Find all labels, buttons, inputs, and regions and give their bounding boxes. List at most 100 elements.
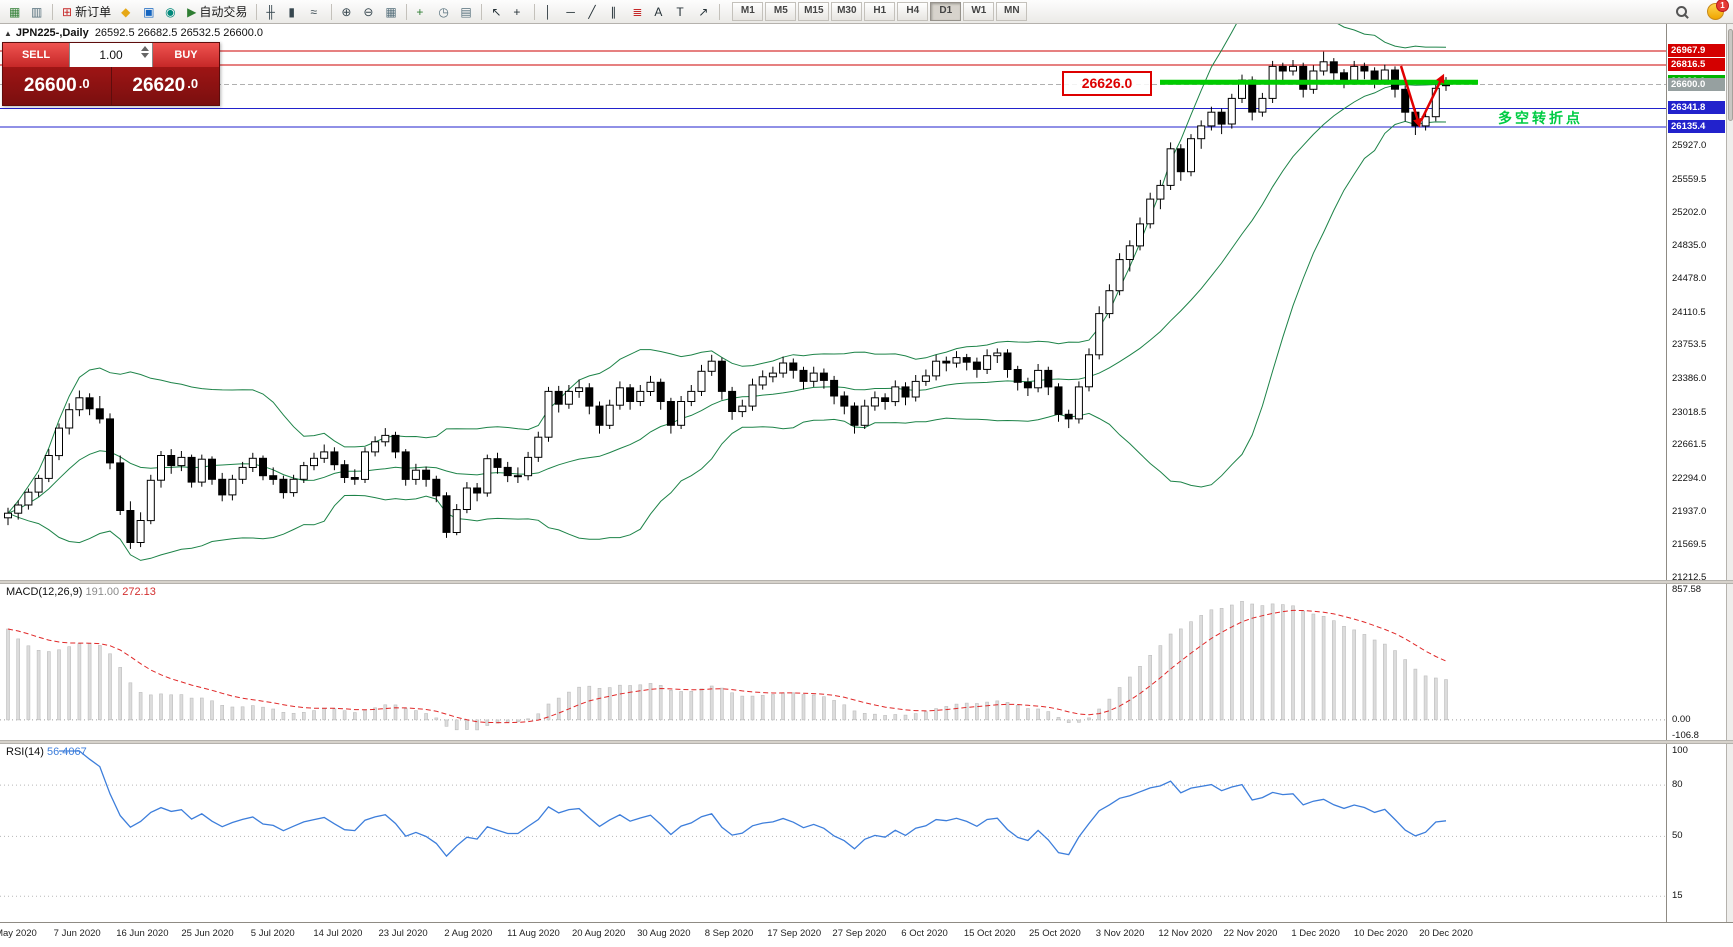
candlestick-mode-icon: ▮ (288, 4, 295, 19)
price-axis-label: 21937.0 (1672, 505, 1707, 517)
line-chart-mode-icon: ≈ (310, 4, 317, 19)
price-axis-label: 25202.0 (1672, 206, 1707, 218)
price-axis-label: 22661.5 (1672, 439, 1707, 451)
time-axis-label: 25 Oct 2020 (1029, 928, 1081, 939)
price-axis[interactable]: 25927.0 25559.5 25202.0 24835.0 24478.0 24110… (1666, 24, 1727, 922)
timeframe-mn-button[interactable]: MN (996, 2, 1028, 21)
time-axis-label: 1 Dec 2020 (1291, 928, 1340, 939)
rsi-pane-splitter[interactable] (0, 740, 1733, 744)
price-axis-label: 25927.0 (1672, 140, 1707, 152)
price-axis-label: 80 (1672, 779, 1683, 791)
periods-button[interactable]: ◷ (434, 2, 454, 22)
arrows-tool-button[interactable]: ↗ (694, 2, 714, 22)
buy-button[interactable]: BUY (153, 43, 219, 67)
timeframe-m1-button[interactable]: M1 (732, 2, 764, 21)
bar-chart-mode-button[interactable]: ╫ (262, 2, 282, 22)
time-axis[interactable]: 8 May 2020 7 Jun 2020 16 Jun 2020 25 Jun 20… (0, 922, 1733, 947)
price-axis-badge: 26816.5 (1668, 57, 1725, 71)
periods-icon: ◷ (438, 4, 449, 19)
time-axis-label: 12 Nov 2020 (1158, 928, 1213, 939)
trade-panel-price-row: 26600.0 26620.0 (3, 67, 219, 105)
stepper-up-icon[interactable] (141, 46, 149, 51)
zoom-out-button[interactable]: ⊖ (359, 2, 379, 22)
time-axis-label: 17 Sep 2020 (767, 928, 822, 939)
toolbar-separator (52, 3, 53, 20)
price-axis-label: 24110.5 (1672, 306, 1706, 318)
indicators-icon: + (416, 4, 424, 19)
main-toolbar: ▦ ▥ ⊞ 新订单 ◆ ▣ ◉ ▶ 自动交易 ╫ ▮ ≈ ⊕ ⊖ ▦ + ◷ ▤ ↖ + │ ─ ╱ ∥ ≣ A T ↗ M1 M5 M1… (0, 0, 1733, 24)
profiles-button[interactable]: ▥ (27, 2, 47, 22)
toolbar-separator (256, 3, 258, 20)
text-label-button[interactable]: T (672, 2, 692, 22)
fibonacci-icon: ≣ (632, 4, 643, 19)
time-axis-label: 3 Nov 2020 (1095, 928, 1145, 939)
pivot-annotation-text[interactable]: 多空转折点 (1498, 110, 1583, 126)
chart-window: ▲ JPN225-,Daily 26592.5 26682.5 26532.5 2… (0, 24, 1733, 947)
equidistant-channel-button[interactable]: ∥ (606, 2, 626, 22)
timeframe-m5-button[interactable]: M5 (765, 2, 797, 21)
profiles-icon: ▥ (31, 4, 43, 19)
price-axis-label: 23018.5 (1672, 406, 1707, 418)
auto-trading-button[interactable]: ▶ 自动交易 (183, 2, 251, 22)
vertical-line-icon: │ (544, 4, 552, 19)
crosshair-button[interactable]: + (509, 2, 529, 22)
cursor-button[interactable]: ↖ (487, 2, 507, 22)
sell-button[interactable]: SELL (3, 43, 69, 67)
new-order-button[interactable]: ⊞ 新订单 (58, 2, 115, 22)
level-price-label[interactable]: 26626.0 (1062, 71, 1152, 96)
timeframe-h1-button[interactable]: H1 (864, 2, 896, 21)
indicators-button[interactable]: + (412, 2, 432, 22)
alert-icon: ◆ (121, 4, 131, 19)
new-chart-button[interactable]: ▦ (5, 2, 25, 22)
scrollbar-thumb[interactable] (1728, 29, 1733, 121)
text-button[interactable]: A (650, 2, 670, 22)
notifications-button[interactable]: 1 (1707, 0, 1729, 20)
price-axis-label: 100 (1672, 744, 1688, 756)
vertical-line-button[interactable]: │ (540, 2, 560, 22)
zoom-out-icon: ⊖ (363, 4, 374, 19)
zoom-in-icon: ⊕ (341, 4, 352, 19)
auto-trading-icon: ▶ (187, 4, 197, 19)
zoom-in-button[interactable]: ⊕ (337, 2, 357, 22)
new-order-label: 新订单 (75, 5, 112, 19)
trendline-button[interactable]: ╱ (584, 2, 604, 22)
mql5-community-button[interactable]: ◉ (161, 2, 181, 22)
macd-main-value: 191.00 (85, 586, 120, 598)
search-icon (1675, 5, 1689, 19)
templates-button[interactable]: ▤ (456, 2, 476, 22)
line-chart-mode-button[interactable]: ≈ (306, 2, 326, 22)
time-axis-label: 2 Aug 2020 (444, 928, 493, 939)
mql5-community-icon: ◉ (165, 4, 176, 19)
horizontal-line-icon: ─ (566, 4, 575, 19)
tile-windows-icon: ▦ (385, 4, 397, 19)
macd-pane-splitter[interactable] (0, 580, 1733, 584)
timeframe-m15-button[interactable]: M15 (798, 2, 830, 21)
candlestick-mode-button[interactable]: ▮ (284, 2, 304, 22)
volume-input[interactable]: 1.00 (69, 43, 153, 67)
macd-header: MACD(12,26,9) 191.00 272.13 (6, 586, 156, 598)
time-axis-label: 11 Aug 2020 (507, 928, 560, 939)
price-axis-label: 25559.5 (1672, 173, 1707, 185)
fibonacci-button[interactable]: ≣ (628, 2, 648, 22)
timeframe-h4-button[interactable]: H4 (897, 2, 929, 21)
price-chart-canvas[interactable] (0, 24, 1666, 946)
horizontal-line-button[interactable]: ─ (562, 2, 582, 22)
timeframe-d1-button[interactable]: D1 (930, 2, 962, 21)
ask-price[interactable]: 26620.0 (132, 75, 199, 96)
notification-badge: 1 (1716, 0, 1729, 12)
vertical-scrollbar[interactable] (1726, 24, 1733, 946)
mailbox-button[interactable]: ▣ (139, 2, 159, 22)
price-axis-label: 24478.0 (1672, 272, 1707, 284)
timeframe-m30-button[interactable]: M30 (831, 2, 863, 21)
toolbar-button-group: ▦ ▥ ⊞ 新订单 ◆ ▣ ◉ ▶ 自动交易 ╫ ▮ ≈ ⊕ ⊖ ▦ + ◷ ▤ ↖ + │ ─ ╱ ∥ ≣ A T ↗ (5, 2, 723, 22)
bid-price[interactable]: 26600.0 (3, 67, 112, 105)
timeframe-w1-button[interactable]: W1 (963, 2, 995, 21)
time-axis-label: 6 Oct 2020 (901, 928, 948, 939)
stepper-down-icon[interactable] (141, 53, 149, 58)
volume-stepper[interactable] (141, 46, 149, 58)
alert-button[interactable]: ◆ (117, 2, 137, 22)
search-button[interactable] (1671, 1, 1699, 23)
trade-panel-toggle-icon[interactable]: ▲ (4, 29, 12, 38)
tile-windows-button[interactable]: ▦ (381, 2, 401, 22)
text-label-icon: T (676, 4, 684, 19)
